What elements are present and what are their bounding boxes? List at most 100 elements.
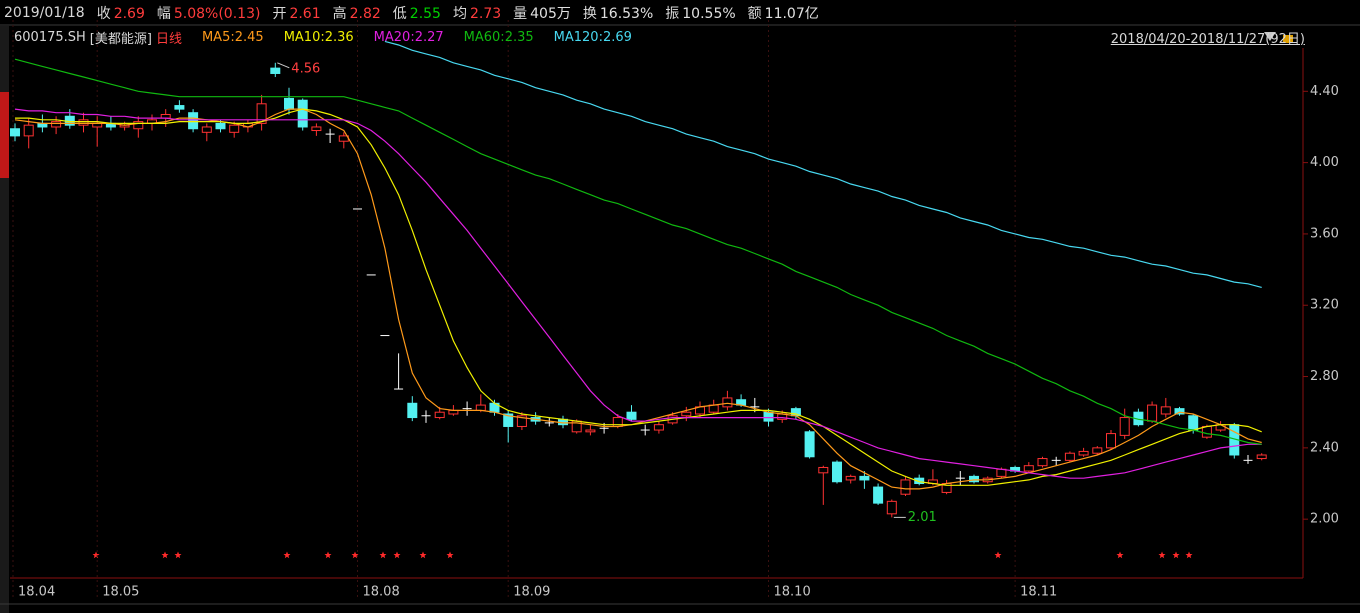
candle-body bbox=[1160, 406, 1171, 415]
info-label: 高 bbox=[332, 6, 347, 22]
info-label: 振 bbox=[665, 6, 680, 22]
candle-body bbox=[1106, 433, 1116, 449]
candle-body bbox=[832, 461, 842, 483]
side-tab-active[interactable] bbox=[0, 92, 9, 178]
candle-body bbox=[78, 119, 89, 126]
candle-body bbox=[201, 126, 212, 133]
candle-body bbox=[1147, 404, 1158, 422]
candle-body bbox=[1023, 465, 1034, 472]
y-tick-label: 2.80 bbox=[1310, 369, 1339, 384]
candle-body bbox=[23, 124, 34, 137]
candle-body bbox=[516, 415, 527, 427]
x-tick-label: 18.04 bbox=[18, 585, 55, 600]
y-tick-label: 3.60 bbox=[1310, 226, 1339, 241]
candle-body bbox=[1037, 458, 1048, 467]
info-label: 额 bbox=[747, 6, 762, 22]
candle-body bbox=[1078, 450, 1089, 456]
candle-body bbox=[804, 431, 815, 458]
info-item: 换 16.53% bbox=[583, 3, 653, 23]
period[interactable]: 日线 bbox=[155, 31, 182, 47]
dropdown-arrow[interactable] bbox=[1264, 32, 1276, 41]
ma-line bbox=[15, 108, 1262, 486]
info-bar: 2019/01/18 收 2.69 幅 5.08%(0.13) 开 2.61 高 2.82 低 2… bbox=[4, 2, 819, 24]
candle-body bbox=[1092, 447, 1103, 454]
candle-body bbox=[133, 121, 144, 130]
info-value: 2.61 bbox=[289, 6, 321, 22]
x-tick-label: 18.05 bbox=[102, 585, 139, 600]
ma-line bbox=[14, 108, 1262, 490]
legend-entry: MA120:2.69 bbox=[553, 29, 632, 45]
candle-body bbox=[969, 475, 979, 483]
side-tab-strip[interactable] bbox=[0, 26, 9, 613]
code: 600175.SH bbox=[14, 29, 86, 45]
candle-body bbox=[1256, 454, 1267, 460]
ma-line bbox=[14, 108, 1262, 479]
lock-icon[interactable] bbox=[1283, 35, 1293, 43]
candle-body bbox=[681, 411, 692, 417]
candle-body bbox=[51, 121, 62, 128]
info-value: 2.82 bbox=[349, 6, 381, 22]
info-item: 额 11.07亿 bbox=[748, 3, 819, 23]
info-item: 振 10.55% bbox=[665, 3, 735, 23]
candle-body bbox=[996, 468, 1007, 477]
info-item: 量 405万 bbox=[513, 3, 571, 23]
event-stars bbox=[92, 551, 1193, 559]
info-item: 低 2.55 bbox=[393, 3, 441, 23]
info-value: 10.55% bbox=[682, 6, 736, 22]
candle-body bbox=[763, 411, 774, 422]
candle-body bbox=[215, 122, 226, 130]
info-value: 2.69 bbox=[113, 6, 145, 22]
info-label: 均 bbox=[452, 6, 467, 22]
high-pointer bbox=[277, 62, 290, 69]
candle-body bbox=[900, 479, 911, 495]
info-item: 均 2.73 bbox=[453, 3, 501, 23]
candle-body bbox=[174, 105, 185, 110]
candle-body bbox=[626, 411, 637, 420]
candle-body bbox=[585, 429, 596, 433]
date: 2019/01/18 bbox=[4, 5, 85, 21]
candle-body bbox=[1119, 417, 1130, 436]
candle-body bbox=[845, 475, 856, 481]
candle-body bbox=[1174, 408, 1185, 415]
candle-body bbox=[818, 466, 829, 474]
y-tick-label: 2.00 bbox=[1310, 512, 1339, 527]
info-item: 高 2.82 bbox=[333, 3, 381, 23]
candle-body bbox=[653, 424, 664, 431]
candle-body bbox=[434, 411, 445, 419]
info-label: 开 bbox=[272, 6, 287, 22]
legend-entry: MA60:2.35 bbox=[463, 29, 534, 45]
candle-body bbox=[188, 112, 199, 130]
info-value: 2.55 bbox=[409, 6, 441, 22]
legend-bar: 600175.SH [美都能源] 日线 MA5:2.45 MA10:2.36 MA2… bbox=[14, 28, 632, 47]
candle-body bbox=[229, 124, 240, 133]
candle-body bbox=[1201, 425, 1212, 438]
y-tick-label: 3.20 bbox=[1310, 298, 1339, 313]
x-tick-label: 18.09 bbox=[513, 585, 550, 600]
info-value: 2.73 bbox=[469, 6, 502, 22]
candle-body bbox=[914, 477, 925, 485]
info-label: 换 bbox=[582, 6, 597, 22]
candle-body bbox=[886, 500, 897, 515]
info-item: 收 2.69 bbox=[97, 3, 145, 23]
y-tick-label: 4.40 bbox=[1310, 84, 1339, 99]
info-label: 低 bbox=[392, 6, 407, 22]
x-tick-label: 18.08 bbox=[363, 585, 400, 600]
candle-body bbox=[407, 402, 418, 419]
date-range[interactable]: 2018/04/20-2018/11/27(92日) bbox=[1110, 31, 1305, 47]
candle-body bbox=[475, 404, 486, 411]
info-value: 405万 bbox=[530, 6, 571, 22]
legend-entry: MA20:2.27 bbox=[373, 29, 444, 45]
y-tick-label: 4.00 bbox=[1310, 155, 1339, 170]
candle-body bbox=[503, 413, 514, 427]
info-item: 开 2.61 bbox=[272, 3, 320, 23]
ma-line bbox=[14, 58, 1262, 445]
candle-body bbox=[270, 67, 281, 74]
info-label: 量 bbox=[513, 6, 528, 22]
candle-body bbox=[722, 397, 733, 408]
candle-body bbox=[10, 128, 20, 137]
candle-body bbox=[1064, 452, 1075, 461]
candle-body bbox=[284, 97, 294, 110]
legend-entry: MA10:2.36 bbox=[283, 29, 354, 45]
info-label: 幅 bbox=[156, 6, 171, 22]
